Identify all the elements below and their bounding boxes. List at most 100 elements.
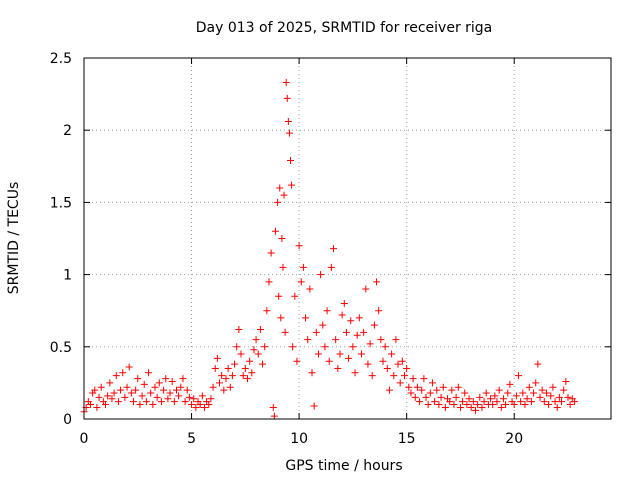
data-point (515, 372, 523, 380)
y-tick-label: 2.5 (50, 51, 72, 67)
data-point (405, 383, 413, 391)
data-point (270, 412, 278, 420)
data-point (521, 401, 529, 409)
data-point (334, 364, 342, 372)
data-point (265, 278, 273, 286)
data-point (256, 325, 264, 333)
data-point (97, 383, 105, 391)
data-point (209, 383, 217, 391)
data-point (136, 401, 144, 409)
data-point (218, 372, 226, 380)
data-point (175, 392, 183, 400)
data-point (418, 386, 426, 394)
data-point (293, 357, 301, 365)
data-point (336, 350, 344, 358)
data-point (162, 375, 170, 383)
x-tick-label: 10 (290, 431, 308, 447)
data-point (542, 389, 550, 397)
data-point (351, 369, 359, 377)
data-point (151, 383, 159, 391)
data-point (246, 357, 254, 365)
data-point (555, 393, 563, 401)
data-point (330, 245, 338, 253)
data-point (86, 401, 94, 409)
data-point (259, 360, 267, 368)
data-point (263, 307, 271, 315)
data-point (119, 369, 127, 377)
data-point (467, 403, 475, 411)
data-point (525, 383, 533, 391)
x-tick-label: 15 (398, 431, 416, 447)
data-point (327, 263, 335, 271)
data-point (519, 389, 527, 397)
data-point (411, 393, 419, 401)
data-point (499, 395, 507, 403)
data-point (377, 336, 385, 344)
data-point (540, 398, 548, 406)
data-point (306, 285, 314, 293)
data-point (413, 383, 421, 391)
data-point (160, 386, 168, 394)
y-tick-label: 0 (63, 412, 72, 428)
plot-frame (83, 57, 612, 420)
data-point (149, 401, 157, 409)
data-point (437, 393, 445, 401)
data-point (433, 386, 441, 394)
y-tick-label: 2 (63, 123, 72, 139)
grid-lines (84, 58, 611, 419)
data-point (129, 398, 137, 406)
data-point (302, 314, 310, 322)
data-point (93, 403, 101, 411)
data-point (304, 336, 312, 344)
data-point (392, 336, 400, 344)
data-point (388, 350, 396, 358)
data-point (549, 383, 557, 391)
data-point (239, 372, 247, 380)
data-point (409, 375, 417, 383)
data-point (125, 363, 133, 371)
data-point (196, 401, 204, 409)
data-point (454, 383, 462, 391)
data-point (407, 389, 415, 397)
data-point (480, 398, 488, 406)
data-point (108, 395, 116, 403)
data-point (424, 401, 432, 409)
data-point (310, 402, 318, 410)
data-point (502, 401, 510, 409)
data-point (452, 393, 460, 401)
data-point (527, 398, 535, 406)
data-point (164, 395, 172, 403)
data-point (349, 343, 357, 351)
data-point (95, 393, 103, 401)
data-point (138, 392, 146, 400)
data-point (267, 249, 275, 257)
data-point (283, 94, 291, 102)
data-point (295, 242, 303, 250)
data-point (248, 369, 256, 377)
data-point (280, 191, 288, 199)
data-point (394, 360, 402, 368)
data-point (279, 263, 287, 271)
y-tick-label: 1 (63, 268, 72, 284)
data-point (379, 357, 387, 365)
data-point (370, 321, 378, 329)
data-point (299, 263, 307, 271)
data-point (536, 393, 544, 401)
x-axis-label: GPS time / hours (285, 458, 402, 474)
data-point (332, 336, 340, 344)
data-point (431, 398, 439, 406)
data-point (381, 343, 389, 351)
data-point (495, 386, 503, 394)
data-point (168, 377, 176, 385)
data-point (461, 389, 469, 397)
data-point (362, 285, 370, 293)
data-point (545, 401, 553, 409)
chart-title: Day 013 of 2025, SRMTID for receiver rig… (196, 20, 493, 36)
data-point (364, 360, 372, 368)
data-point (383, 364, 391, 372)
data-point (489, 401, 497, 409)
data-point (558, 398, 566, 406)
data-point (291, 292, 299, 300)
data-point (200, 403, 208, 411)
